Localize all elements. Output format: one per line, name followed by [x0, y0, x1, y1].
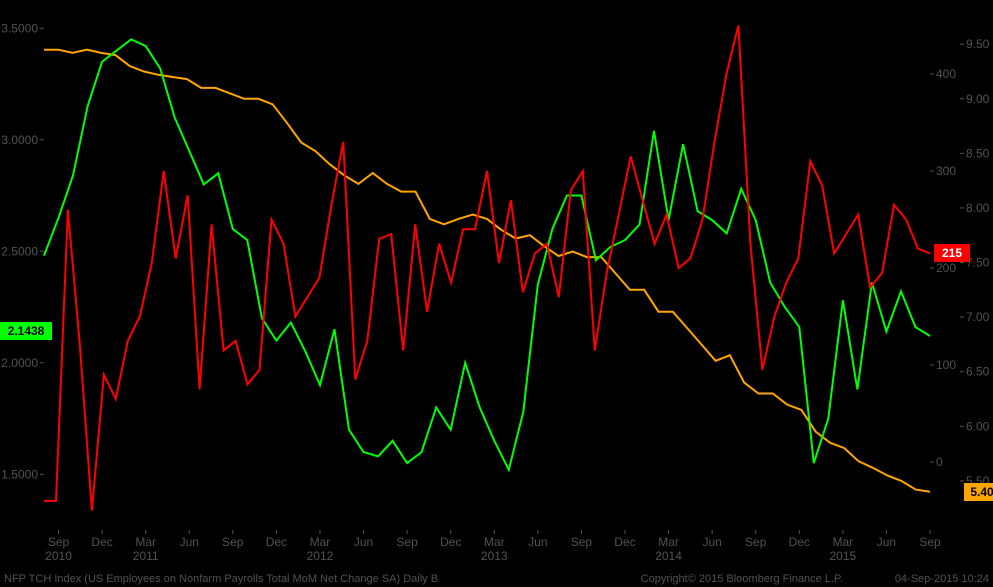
y-right-outer-tick-label: 8.50	[966, 146, 990, 160]
series-red-line	[44, 25, 930, 510]
x-tick-year-label: 2015	[830, 549, 857, 563]
x-tick-year-label: 2014	[655, 549, 682, 563]
y-left-tick-label: 1.5000	[1, 467, 38, 481]
chart-root: 1.5000 2.0000 2.5000 3.0000 3.5000 0 100 200 300…	[0, 0, 993, 587]
y-left-tick-label: 2.5000	[1, 244, 38, 258]
x-tick-year-label: 2010	[45, 549, 72, 563]
y-right-inner-tick-label: 200	[936, 261, 956, 275]
x-tick-month-label: Mar	[135, 535, 156, 549]
y-right-outer-tick-label: 9.00	[966, 92, 990, 106]
chart-svg: 1.5000 2.0000 2.5000 3.0000 3.5000 0 100 200 300…	[0, 0, 993, 587]
x-tick-month-label: Sep	[222, 535, 244, 549]
y-right-inner-tick-label: 0	[936, 455, 943, 469]
x-tick-month-label: Dec	[614, 535, 635, 549]
y-right-outer-tick-label: 6.50	[966, 365, 990, 379]
x-tick-month-label: Sep	[396, 535, 418, 549]
y-right-inner-tick-label: 400	[936, 67, 956, 81]
x-tick-month-label: Mar	[833, 535, 854, 549]
footer-copyright: Copyright© 2015 Bloomberg Finance L.P.	[641, 573, 843, 585]
footer-date: 04-Sep-2015 10:24	[895, 573, 989, 585]
x-tick-month-label: Jun	[877, 535, 896, 549]
x-tick-month-label: Sep	[919, 535, 941, 549]
y-left-tick-label: 3.0000	[1, 133, 38, 147]
y-right-inner-tick-label: 300	[936, 164, 956, 178]
value-box-orange-text: 5.40	[970, 485, 993, 499]
x-tick-month-label: Mar	[310, 535, 331, 549]
x-tick-month-label: Dec	[440, 535, 461, 549]
value-box-red-text: 215	[942, 246, 962, 260]
x-tick-month-label: Mar	[658, 535, 679, 549]
value-box-red: 215	[934, 244, 970, 262]
value-box-orange: 5.40	[964, 483, 993, 501]
x-tick-month-label: Mar	[484, 535, 505, 549]
y-left-tick-label: 2.0000	[1, 356, 38, 370]
x-tick-month-label: Sep	[745, 535, 767, 549]
x-tick-month-label: Dec	[789, 535, 810, 549]
y-right-outer-tick-label: 8.00	[966, 201, 990, 215]
x-tick-month-label: Dec	[266, 535, 287, 549]
y-right-outer-tick-label: 6.00	[966, 419, 990, 433]
x-tick-year-label: 2011	[133, 549, 159, 563]
y-right-inner-tick-label: 100	[936, 358, 956, 372]
x-tick-month-label: Sep	[48, 535, 70, 549]
x-tick-month-label: Jun	[354, 535, 373, 549]
x-tick-month-label: Jun	[702, 535, 721, 549]
x-tick-month-label: Jun	[528, 535, 547, 549]
x-tick-month-label: Jun	[180, 535, 199, 549]
value-box-green: 2.1438	[0, 322, 52, 340]
y-left-tick-label: 3.5000	[1, 21, 38, 35]
x-tick-month-label: Dec	[91, 535, 112, 549]
y-right-outer-tick-label: 9.50	[966, 37, 990, 51]
x-tick-year-label: 2013	[481, 549, 508, 563]
y-right-outer-tick-label: 7.00	[966, 310, 990, 324]
x-tick-year-label: 2012	[307, 549, 334, 563]
x-tick-month-label: Sep	[571, 535, 593, 549]
footer-left: NFP TCH Index (US Employees on Nonfarm P…	[4, 573, 438, 585]
value-box-green-text: 2.1438	[8, 324, 45, 338]
